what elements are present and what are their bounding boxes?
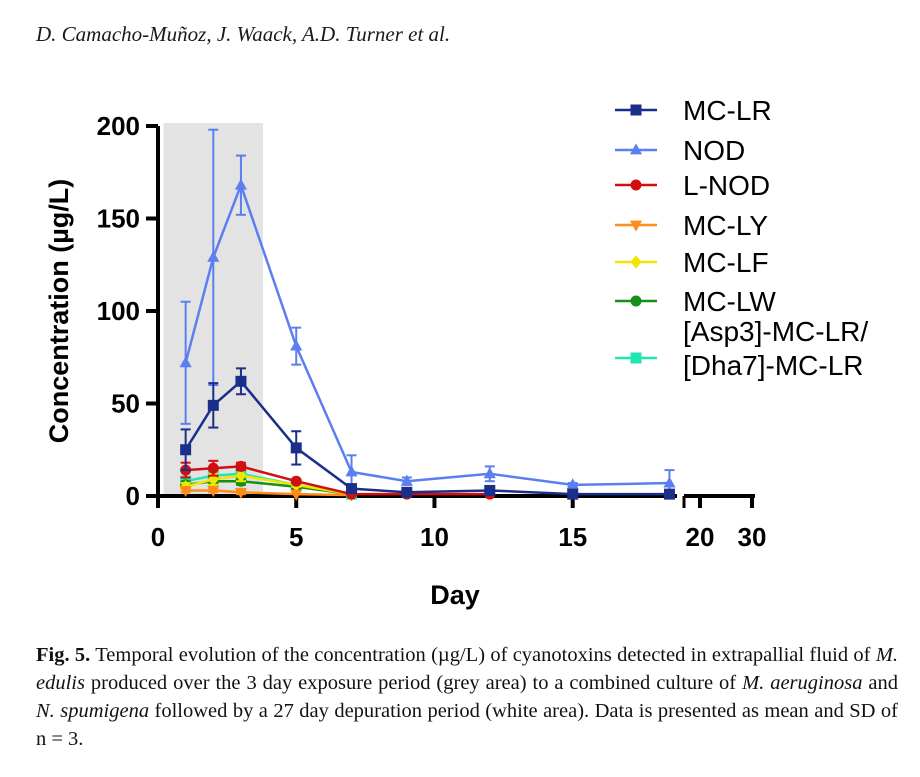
data-point [290, 339, 303, 351]
x-tick-label: 10 [420, 522, 449, 552]
legend-item: L-NOD [615, 170, 770, 201]
x-tick-label: 0 [151, 522, 165, 552]
data-point [179, 486, 192, 498]
data-point [207, 462, 219, 474]
data-point [290, 442, 302, 454]
legend-marker [629, 143, 643, 155]
x-tick-label: 15 [558, 522, 587, 552]
legend-item: MC-LF [615, 247, 769, 278]
caption-species-name: M. edulis [36, 644, 899, 694]
data-point [180, 444, 192, 456]
legend-label: MC-LR [683, 95, 772, 126]
data-point [567, 488, 579, 500]
legend-label: MC-LW [683, 286, 776, 317]
y-axis-title: Concentration (µg/L) [44, 179, 74, 444]
data-point [235, 460, 247, 472]
caption-text: followed by a 27 day depuration period (… [36, 700, 898, 750]
legend-label: L-NOD [683, 170, 770, 201]
legend-label: [Asp3]-MC-LR/ [683, 316, 868, 347]
x-tick-label: 5 [289, 522, 303, 552]
legend-item: MC-LW [615, 286, 776, 317]
data-point [401, 486, 413, 498]
y-tick-label: 200 [97, 111, 140, 141]
data-point [663, 476, 676, 488]
concentration-chart: 0 50 100 150 200 0 5 10 15 20 30 Day Concentration (… [44, 95, 868, 610]
data-point [235, 375, 247, 387]
data-point [207, 399, 219, 411]
data-point [346, 483, 358, 495]
data-point [484, 484, 496, 496]
caption-species-name: N. spumigena [36, 700, 150, 722]
figure-label: Fig. 5. [36, 644, 91, 666]
data-point [345, 465, 358, 477]
data-point [400, 474, 413, 486]
x-tick-label: 30 [738, 522, 767, 552]
caption-text: produced over the 3 day exposure period … [84, 672, 743, 694]
data-point [483, 467, 496, 479]
data-point [207, 486, 220, 498]
data-point [290, 489, 303, 501]
data-point [234, 178, 247, 190]
caption-text: Temporal evolution of the concentration … [90, 644, 876, 666]
legend-label: MC-LY [683, 210, 768, 241]
y-tick-label: 50 [111, 389, 140, 419]
x-axis-title: Day [430, 580, 480, 610]
caption-species-name: M. aeruginosa [742, 672, 863, 694]
legend-item: [Asp3]-MC-LR/[Dha7]-MC-LR [615, 316, 868, 381]
y-tick-label: 150 [97, 204, 140, 234]
y-tick-label: 100 [97, 296, 140, 326]
data-point [663, 488, 675, 500]
legend-marker [630, 104, 642, 116]
legend-marker [630, 255, 642, 269]
legend-label: NOD [683, 135, 745, 166]
legend-item: MC-LR [615, 95, 772, 126]
x-tick-label: 20 [686, 522, 715, 552]
caption-text: and [862, 672, 898, 694]
data-point [179, 356, 192, 368]
legend-item: NOD [615, 135, 745, 166]
data-point [290, 475, 302, 487]
running-head: D. Camacho-Muñoz, J. Waack, A.D. Turner … [36, 22, 451, 46]
caption-body: Temporal evolution of the concentration … [36, 644, 898, 750]
data-point [207, 250, 220, 262]
data-point [566, 478, 579, 490]
figure-caption: Fig. 5. Temporal evolution of the concen… [36, 641, 898, 753]
legend-label: [Dha7]-MC-LR [683, 350, 863, 381]
legend-marker [629, 220, 643, 232]
data-point [207, 472, 219, 486]
legend-marker [630, 179, 642, 191]
y-tick-label: 0 [126, 481, 140, 511]
legend-marker [630, 295, 642, 307]
legend-marker [630, 352, 642, 364]
legend-label: MC-LF [683, 247, 769, 278]
data-point [235, 469, 247, 483]
data-point [234, 487, 247, 499]
